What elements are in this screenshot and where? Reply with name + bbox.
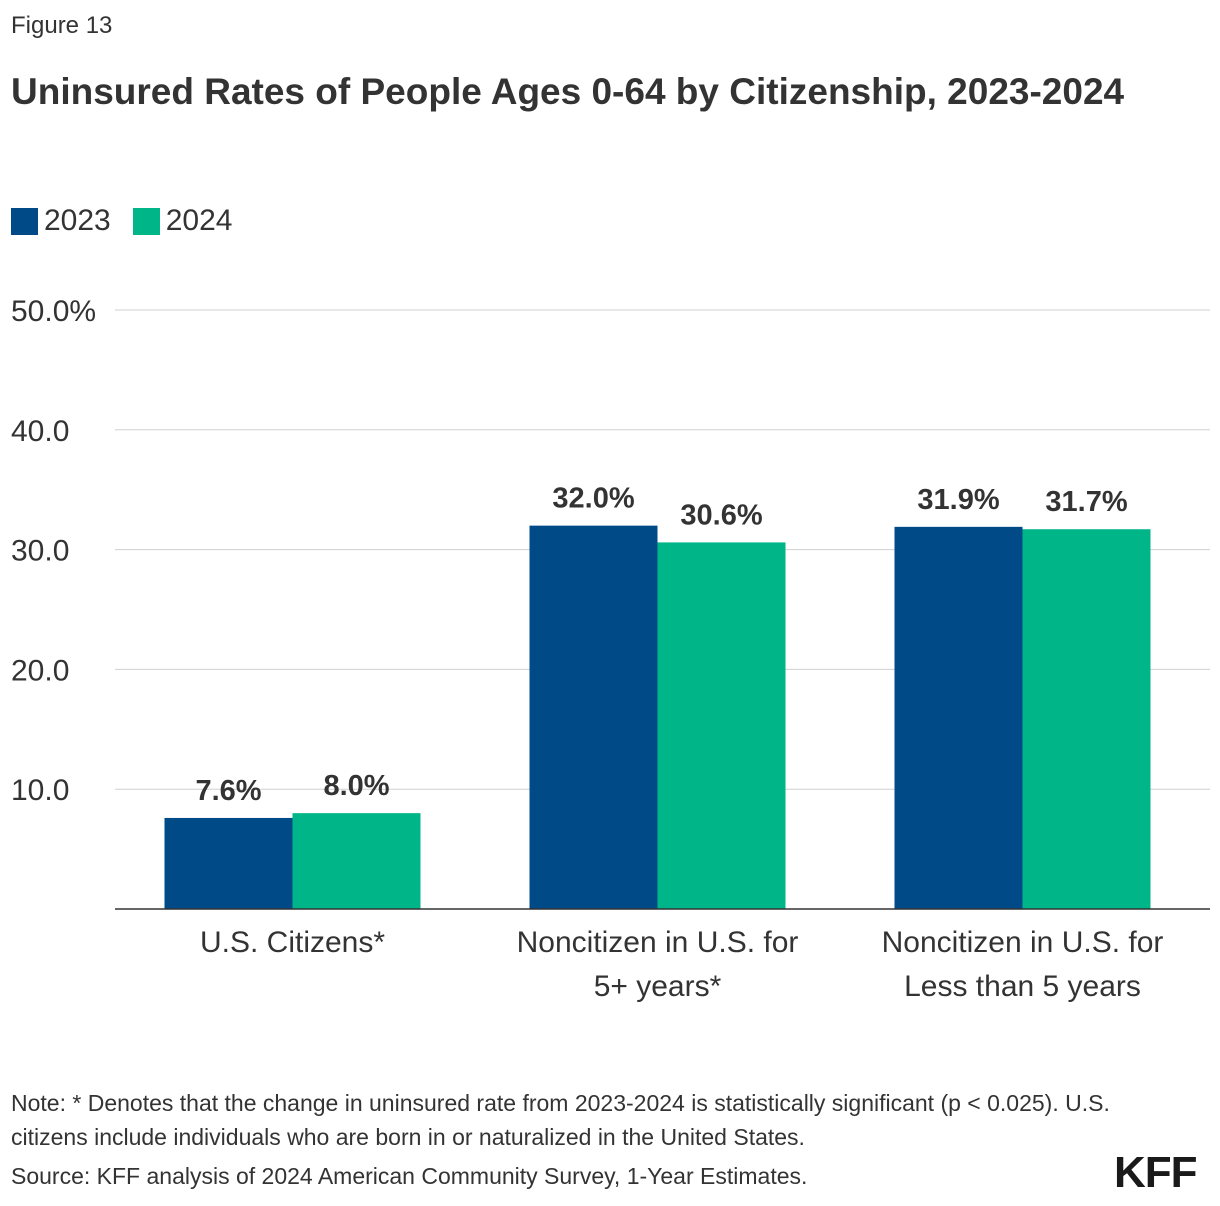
y-tick-label: 50.0% (11, 295, 96, 328)
legend-swatch-2023 (11, 207, 38, 235)
data-label: 8.0% (323, 770, 389, 802)
bar-2024 (657, 542, 786, 909)
bar-2024 (292, 813, 421, 909)
legend-label: 2024 (165, 204, 233, 237)
chart-title: Uninsured Rates of People Ages 0-64 by C… (11, 71, 1125, 112)
x-tick-label: Noncitizen in U.S. for (882, 926, 1164, 959)
chart-note: Note: * Denotes that the change in unins… (11, 1090, 1110, 1150)
bar-2023 (894, 526, 1023, 909)
data-label: 31.9% (917, 484, 999, 516)
bar-2023 (164, 817, 293, 909)
y-tick-label: 30.0 (11, 535, 69, 568)
data-label: 7.6% (195, 775, 261, 807)
legend-label: 2023 (44, 204, 111, 237)
data-label: 30.6% (680, 499, 762, 531)
bar-2023 (529, 525, 658, 909)
legend: 2023 2024 (11, 204, 255, 238)
x-tick-label: 5+ years* (594, 970, 722, 1003)
data-label: 32.0% (552, 483, 634, 515)
y-tick-label: 10.0 (11, 774, 69, 807)
legend-swatch-2024 (132, 207, 160, 235)
x-tick-label: Noncitizen in U.S. for (517, 926, 799, 959)
x-tick-label: U.S. Citizens* (200, 926, 385, 959)
legend-item-2023: 2023 (11, 204, 111, 238)
bar-2024 (1022, 529, 1151, 909)
x-tick-label: Less than 5 years (904, 970, 1141, 1003)
data-label: 31.7% (1045, 486, 1127, 518)
y-tick-label: 40.0 (11, 415, 69, 448)
plot-area: 10.0 20.0 30.0 40.0 50.0% 7.6% 8.0% U.S. Citize… (11, 295, 1210, 1003)
chart-source: Source: KFF analysis of 2024 American Co… (11, 1163, 808, 1189)
legend-item-2024: 2024 (132, 204, 233, 238)
kff-logo: KFF (1114, 1148, 1198, 1197)
figure-label: Figure 13 (11, 12, 113, 39)
y-tick-label: 20.0 (11, 654, 69, 687)
